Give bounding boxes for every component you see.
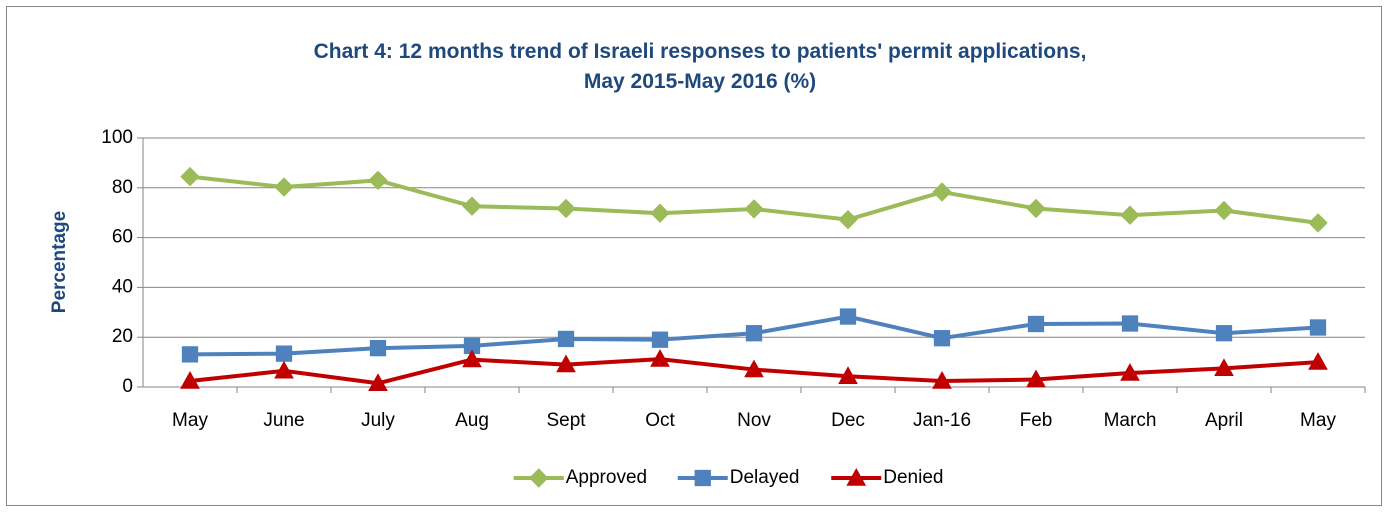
y-tick-label: 100 — [101, 127, 133, 148]
marker — [556, 198, 576, 219]
marker — [556, 354, 576, 373]
marker — [529, 468, 549, 488]
marker — [846, 467, 867, 486]
marker — [1308, 352, 1328, 370]
marker — [1214, 200, 1234, 221]
legend-label: Denied — [883, 467, 943, 488]
marker — [462, 196, 482, 216]
marker — [694, 469, 711, 487]
marker — [744, 199, 764, 219]
marker — [275, 345, 293, 362]
chart-border — [6, 6, 1382, 506]
marker — [181, 346, 199, 363]
y-tick-label: 80 — [112, 177, 133, 198]
marker — [839, 308, 857, 325]
marker — [650, 349, 670, 367]
marker — [1214, 358, 1234, 377]
marker — [1026, 369, 1046, 388]
marker — [274, 360, 294, 379]
marker — [1120, 363, 1140, 381]
x-tick-label: Sept — [546, 410, 586, 431]
y-tick-label: 60 — [112, 227, 133, 248]
x-tick-label: Aug — [455, 410, 489, 431]
marker — [1027, 315, 1045, 333]
y-axis-label: Percentage — [49, 211, 70, 313]
marker — [1215, 325, 1233, 342]
marker — [932, 182, 952, 202]
x-tick-label: March — [1104, 410, 1157, 431]
x-tick-label: June — [263, 410, 304, 431]
marker — [1308, 213, 1328, 233]
x-tick-label: May — [172, 410, 208, 431]
x-tick-label: Jan-16 — [913, 410, 971, 431]
marker — [838, 209, 858, 230]
x-tick-label: Dec — [831, 410, 865, 431]
x-tick-label: Oct — [645, 410, 675, 431]
x-tick-label: Nov — [737, 410, 771, 431]
marker — [745, 325, 763, 342]
marker — [557, 330, 575, 348]
legend-label: Delayed — [730, 467, 800, 488]
marker — [369, 340, 387, 357]
legend-label: Approved — [566, 467, 647, 488]
marker — [462, 349, 482, 368]
marker — [838, 366, 858, 384]
y-tick-label: 0 — [122, 376, 133, 397]
marker — [180, 370, 200, 389]
x-tick-label: Feb — [1020, 410, 1053, 431]
x-tick-label: May — [1300, 410, 1336, 431]
marker — [933, 330, 951, 347]
marker — [180, 166, 200, 187]
y-tick-label: 20 — [112, 326, 133, 347]
marker — [368, 373, 388, 391]
marker — [650, 203, 670, 223]
x-tick-label: April — [1205, 410, 1243, 431]
chart-title: Chart 4: 12 months trend of Israeli resp… — [314, 40, 1087, 93]
marker — [932, 370, 952, 389]
y-tick-label: 40 — [112, 276, 133, 297]
marker — [368, 170, 388, 191]
marker — [744, 359, 764, 378]
marker — [1120, 205, 1140, 225]
marker — [274, 177, 294, 197]
marker — [1309, 319, 1327, 336]
marker — [1121, 315, 1139, 332]
x-tick-label: July — [361, 410, 395, 431]
marker — [1026, 198, 1046, 219]
marker — [651, 331, 669, 348]
